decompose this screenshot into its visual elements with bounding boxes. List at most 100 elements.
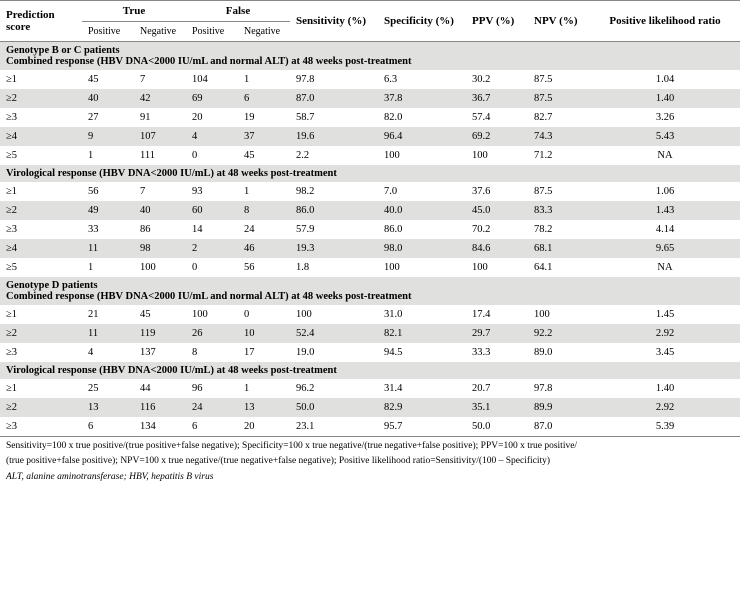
cell-ps: ≥4 xyxy=(0,127,82,146)
cell-plr: 1.40 xyxy=(590,89,740,108)
cell-spec: 82.0 xyxy=(378,108,466,127)
cell-fp: 20 xyxy=(186,108,238,127)
footnote-line2: (true positive+false positive); NPV=100 … xyxy=(0,452,740,467)
cell-fp: 26 xyxy=(186,324,238,343)
cell-tn: 100 xyxy=(134,258,186,277)
cell-fp: 69 xyxy=(186,89,238,108)
cell-tp: 13 xyxy=(82,398,134,417)
cell-ppv: 33.3 xyxy=(466,343,528,362)
cell-ps: ≥2 xyxy=(0,324,82,343)
cell-tn: 45 xyxy=(134,305,186,324)
cell-tp: 25 xyxy=(82,379,134,398)
cell-ps: ≥3 xyxy=(0,108,82,127)
cell-npv: 74.3 xyxy=(528,127,590,146)
results-table: Prediction score True False Sensitivity … xyxy=(0,0,740,437)
cell-ppv: 57.4 xyxy=(466,108,528,127)
cell-sens: 58.7 xyxy=(290,108,378,127)
cell-tn: 111 xyxy=(134,146,186,165)
cell-fn: 45 xyxy=(238,146,290,165)
cell-sens: 98.2 xyxy=(290,182,378,201)
cell-sens: 19.0 xyxy=(290,343,378,362)
cell-fn: 8 xyxy=(238,201,290,220)
cell-plr: NA xyxy=(590,146,740,165)
cell-npv: 97.8 xyxy=(528,379,590,398)
cell-ps: ≥4 xyxy=(0,239,82,258)
cell-spec: 98.0 xyxy=(378,239,466,258)
cell-spec: 100 xyxy=(378,258,466,277)
cell-npv: 89.0 xyxy=(528,343,590,362)
cell-tn: 91 xyxy=(134,108,186,127)
cell-spec: 7.0 xyxy=(378,182,466,201)
cell-sens: 2.2 xyxy=(290,146,378,165)
cell-tn: 40 xyxy=(134,201,186,220)
cell-ppv: 30.2 xyxy=(466,70,528,89)
col-true: True xyxy=(82,1,186,22)
cell-npv: 92.2 xyxy=(528,324,590,343)
section-header: Virological response (HBV DNA<2000 IU/mL… xyxy=(0,165,740,182)
cell-tp: 45 xyxy=(82,70,134,89)
cell-sens: 97.8 xyxy=(290,70,378,89)
cell-sens: 96.2 xyxy=(290,379,378,398)
cell-tp: 27 xyxy=(82,108,134,127)
cell-tn: 7 xyxy=(134,70,186,89)
cell-sens: 86.0 xyxy=(290,201,378,220)
col-npv: NPV (%) xyxy=(528,1,590,42)
cell-tp: 21 xyxy=(82,305,134,324)
cell-fp: 6 xyxy=(186,417,238,437)
cell-sens: 57.9 xyxy=(290,220,378,239)
cell-tp: 11 xyxy=(82,324,134,343)
cell-sens: 1.8 xyxy=(290,258,378,277)
cell-tn: 116 xyxy=(134,398,186,417)
cell-tn: 119 xyxy=(134,324,186,343)
col-sensitivity: Sensitivity (%) xyxy=(290,1,378,42)
cell-npv: 87.5 xyxy=(528,182,590,201)
cell-ps: ≥2 xyxy=(0,201,82,220)
cell-fp: 96 xyxy=(186,379,238,398)
cell-fp: 104 xyxy=(186,70,238,89)
cell-plr: 5.43 xyxy=(590,127,740,146)
cell-spec: 37.8 xyxy=(378,89,466,108)
cell-fp: 60 xyxy=(186,201,238,220)
cell-npv: 87.5 xyxy=(528,70,590,89)
cell-ps: ≥5 xyxy=(0,258,82,277)
section-header: Genotype D patientsCombined response (HB… xyxy=(0,277,740,305)
cell-fn: 24 xyxy=(238,220,290,239)
cell-ppv: 45.0 xyxy=(466,201,528,220)
cell-ps: ≥5 xyxy=(0,146,82,165)
cell-fp: 100 xyxy=(186,305,238,324)
cell-plr: 1.04 xyxy=(590,70,740,89)
cell-ps: ≥3 xyxy=(0,417,82,437)
section-header: Genotype B or C patientsCombined respons… xyxy=(0,42,740,71)
cell-spec: 100 xyxy=(378,146,466,165)
cell-fp: 2 xyxy=(186,239,238,258)
cell-plr: 2.92 xyxy=(590,398,740,417)
cell-sens: 19.3 xyxy=(290,239,378,258)
cell-spec: 95.7 xyxy=(378,417,466,437)
cell-ppv: 84.6 xyxy=(466,239,528,258)
cell-ps: ≥3 xyxy=(0,220,82,239)
cell-sens: 23.1 xyxy=(290,417,378,437)
cell-fp: 4 xyxy=(186,127,238,146)
cell-npv: 64.1 xyxy=(528,258,590,277)
col-false: False xyxy=(186,1,290,22)
cell-spec: 86.0 xyxy=(378,220,466,239)
cell-tn: 44 xyxy=(134,379,186,398)
col-plr: Positive likelihood ratio xyxy=(590,1,740,42)
cell-ppv: 50.0 xyxy=(466,417,528,437)
cell-spec: 82.1 xyxy=(378,324,466,343)
col-prediction-score: Prediction score xyxy=(0,1,82,42)
cell-fp: 93 xyxy=(186,182,238,201)
cell-tn: 42 xyxy=(134,89,186,108)
cell-sens: 19.6 xyxy=(290,127,378,146)
cell-ps: ≥2 xyxy=(0,89,82,108)
cell-plr: 3.45 xyxy=(590,343,740,362)
cell-plr: 3.26 xyxy=(590,108,740,127)
cell-plr: 1.06 xyxy=(590,182,740,201)
cell-tp: 56 xyxy=(82,182,134,201)
cell-tp: 1 xyxy=(82,258,134,277)
cell-npv: 100 xyxy=(528,305,590,324)
cell-fn: 19 xyxy=(238,108,290,127)
cell-fn: 1 xyxy=(238,379,290,398)
cell-plr: 9.65 xyxy=(590,239,740,258)
cell-ps: ≥1 xyxy=(0,379,82,398)
